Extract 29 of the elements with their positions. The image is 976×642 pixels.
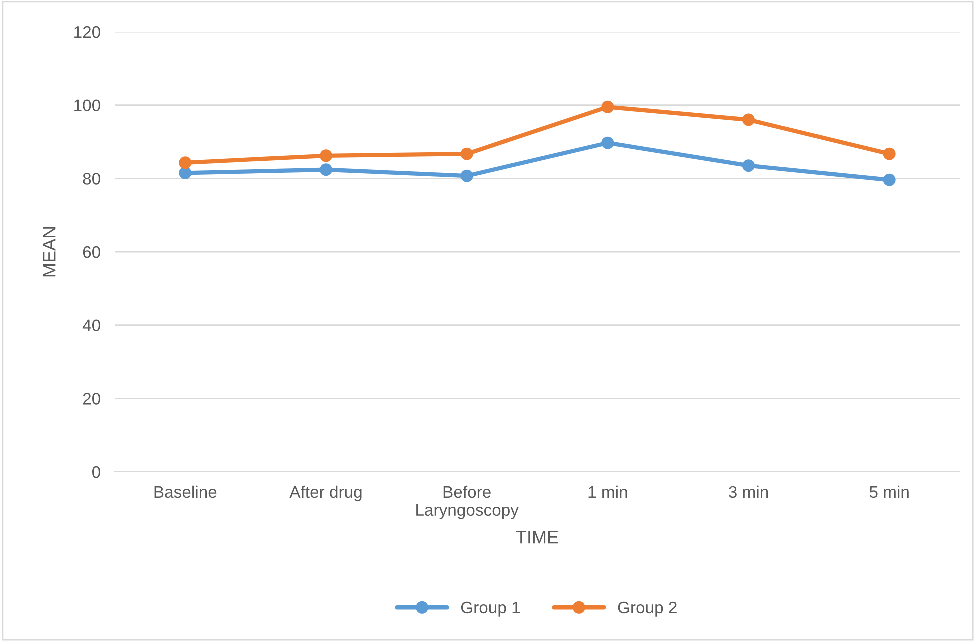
y-tick-label: 40 xyxy=(82,320,100,332)
point xyxy=(320,164,332,176)
x-tick-label: 3 min xyxy=(729,486,768,498)
legend-label: Group 1 xyxy=(461,602,520,617)
y-tick-label: 100 xyxy=(74,100,100,112)
legend-label: Group 2 xyxy=(618,602,677,617)
y-tick-label: 0 xyxy=(92,466,100,478)
x-tick-label: Baseline xyxy=(154,486,217,498)
point xyxy=(320,150,332,162)
x-tick-label: Before Laryngoscopy xyxy=(416,486,519,520)
point xyxy=(179,166,192,180)
point xyxy=(602,100,614,114)
point xyxy=(602,136,614,150)
y-tick-label: 60 xyxy=(83,246,100,258)
x-axis-title: TIME xyxy=(516,531,558,544)
y-tick-label: 20 xyxy=(83,393,100,405)
point xyxy=(179,156,192,170)
point xyxy=(883,174,896,186)
point xyxy=(883,148,896,160)
x-tick-label: 5 min xyxy=(870,486,909,498)
y-tick-label: 120 xyxy=(74,26,100,38)
y-axis-title: MEAN xyxy=(43,227,56,277)
point xyxy=(460,148,474,160)
x-tick-label: 1 min xyxy=(588,486,628,498)
x-tick-label: After drug xyxy=(290,486,362,502)
point xyxy=(460,170,474,182)
point xyxy=(742,114,755,126)
y-tick-label: 80 xyxy=(83,173,100,185)
point xyxy=(742,160,755,172)
